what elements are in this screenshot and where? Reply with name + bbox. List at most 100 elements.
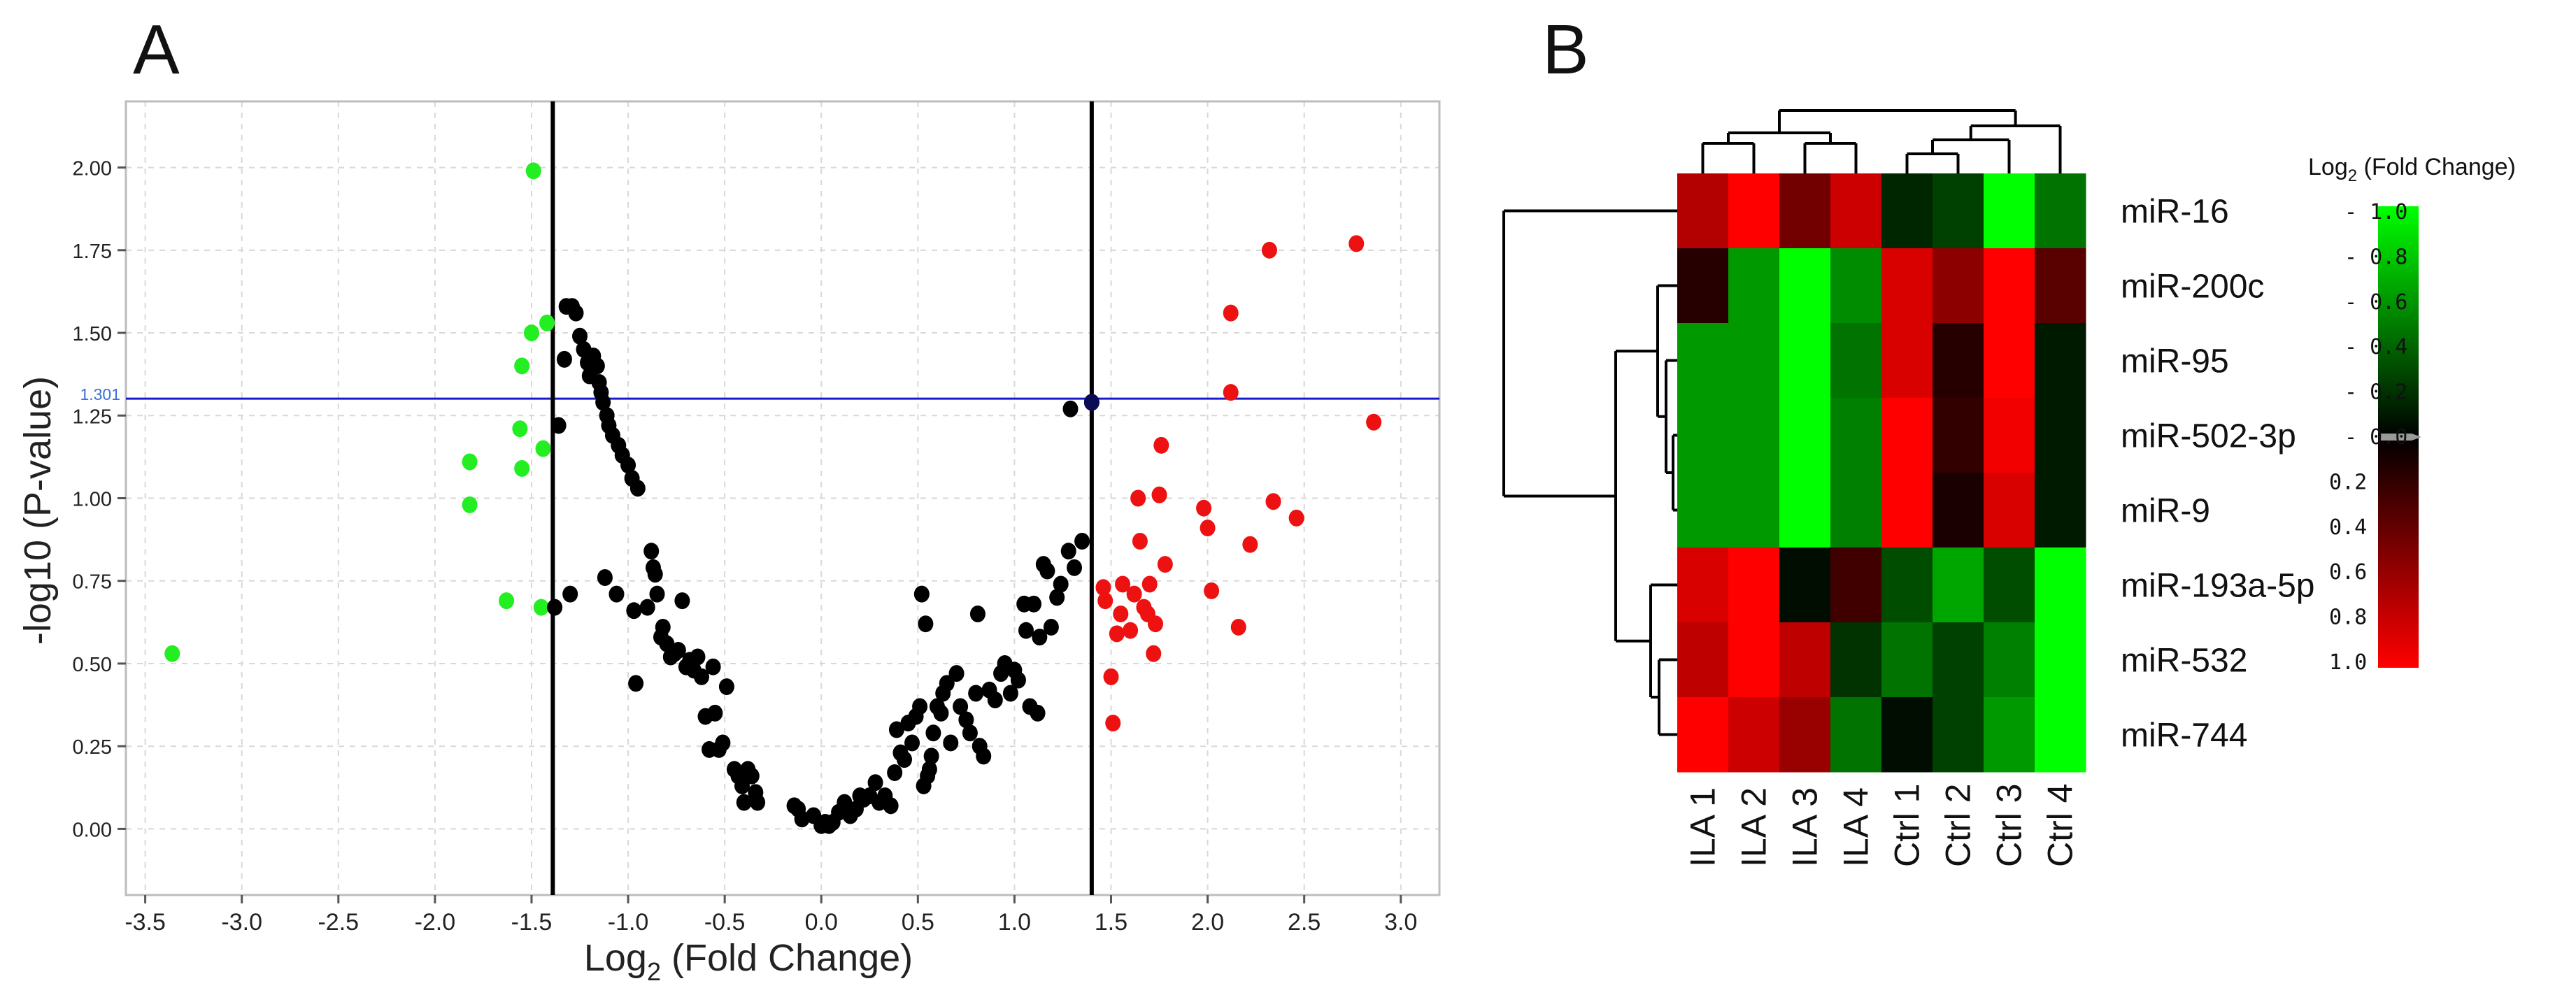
point-not-significant [655,618,671,636]
point-not-significant [1010,671,1026,689]
point-not-significant [794,810,810,828]
point-not-significant [1053,575,1069,593]
heatmap-cell [1830,398,1882,473]
point-up-regulated [1288,509,1304,527]
heatmap-cell [2035,248,2086,324]
heatmap-cell [1881,622,1933,698]
x-tick-label: -3.0 [221,909,262,936]
point-up-regulated [1132,532,1148,550]
heatmap-cell [1728,398,1780,473]
point-down-regulated [525,162,541,180]
x-tick-label: -2.0 [415,909,456,936]
heatmap-cell [1677,622,1729,698]
point-not-significant [597,569,613,586]
heatmap-cell [2035,323,2086,399]
point-up-regulated [1109,625,1125,643]
point-up-regulated [1123,622,1139,639]
x-axis-label-rest: (Fold Change) [661,937,913,979]
heatmap-cell [1881,547,1933,623]
y-axis-label: -log10 (P-value) [17,376,59,645]
point-not-significant [1049,589,1065,606]
legend-tick-label: 0.2 [2329,470,2367,494]
point-not-significant [707,704,723,722]
point-up-regulated [1095,579,1111,596]
heatmap: miR-16 miR-200c miR-95 miR-502-3p miR-9 miR-1… [1677,173,2314,867]
heatmap-cell [2035,398,2086,473]
point-not-significant [629,480,646,497]
y-tick-label: 0.75 [73,571,112,594]
point-not-significant [620,457,636,474]
panel-a-label: A [133,10,180,89]
row-label: miR-193a-5p [2121,568,2314,605]
column-label: Ctrl 2 [1939,784,1978,867]
point-not-significant [904,734,920,752]
point-not-significant [1002,685,1018,702]
heatmap-cell [2035,473,2086,548]
row-label: miR-16 [2121,194,2229,231]
point-not-significant [674,592,690,610]
heatmap-cell [1830,622,1882,698]
legend-tick-label: - 0.2 [2344,380,2407,405]
point-up-regulated [1113,606,1129,623]
x-axis-label: Log2 (Fold Change) [584,937,913,986]
heatmap-cell [1728,547,1780,623]
heatmap-cell [1984,248,2035,324]
point-up-regulated [1126,585,1142,603]
column-label: Ctrl 3 [1990,784,2029,867]
heatmap-cell [2035,622,2086,698]
heatmap-cell [1984,697,2035,773]
point-up-regulated [1230,618,1246,636]
point-up-regulated [1366,413,1382,431]
y-tick-label: 2.00 [73,158,112,180]
point-not-significant [647,566,663,583]
point-not-significant [690,648,706,666]
threshold-label: 1.301 [80,385,120,403]
heatmap-cell [1933,398,1984,473]
point-not-significant [912,698,928,715]
legend-title: Log2 (Fold Change) [2308,154,2516,185]
point-up-regulated [1200,520,1216,537]
point-down-regulated [539,314,555,331]
y-tick-label: 1.00 [73,489,112,511]
point-up-regulated [1153,436,1169,454]
heatmap-cell [1779,248,1831,324]
point-not-significant [705,658,721,675]
point-up-regulated [1265,493,1281,510]
point-not-significant [896,751,912,768]
point-not-significant [1060,543,1076,560]
x-tick-label: -1.5 [511,909,553,936]
heatmap-cell [1779,697,1831,773]
point-not-significant [962,724,978,742]
point-not-significant [736,794,752,811]
legend-tick-label: - 1.0 [2344,200,2407,224]
heatmap-cell [1779,473,1831,548]
point-up-regulated [1151,486,1167,503]
panel-b-label: B [1542,10,1589,89]
row-label: miR-95 [2121,343,2229,380]
point-up-regulated [1141,575,1158,593]
heatmap-cell [1830,323,1882,399]
point-not-significant [923,747,939,765]
column-label: Ctrl 1 [1888,784,1927,867]
heatmap-cell [1830,473,1882,548]
legend-tick-label: - 0.8 [2344,245,2407,269]
heatmap-cell [1984,398,2035,473]
point-up-regulated [1103,668,1119,685]
heatmap-cell [1933,173,1984,249]
heatmap-cell [2035,697,2086,773]
point-not-significant [556,350,572,368]
legend-tick-label: 1.0 [2329,650,2367,675]
row-label: miR-200c [2121,269,2264,306]
point-not-significant [562,585,578,603]
y-tick-label: 0.25 [73,736,112,759]
point-not-significant [550,417,567,434]
point-not-significant [718,678,734,696]
x-tick-label: 1.0 [998,909,1031,936]
point-not-significant [918,615,934,633]
point-up-regulated [1223,304,1239,322]
heatmap-cell [1728,323,1780,399]
x-axis-label-sub: 2 [647,957,661,986]
plot-frame [124,100,1441,896]
row-label: miR-9 [2121,493,2210,530]
heatmap-cell [1933,547,1984,623]
